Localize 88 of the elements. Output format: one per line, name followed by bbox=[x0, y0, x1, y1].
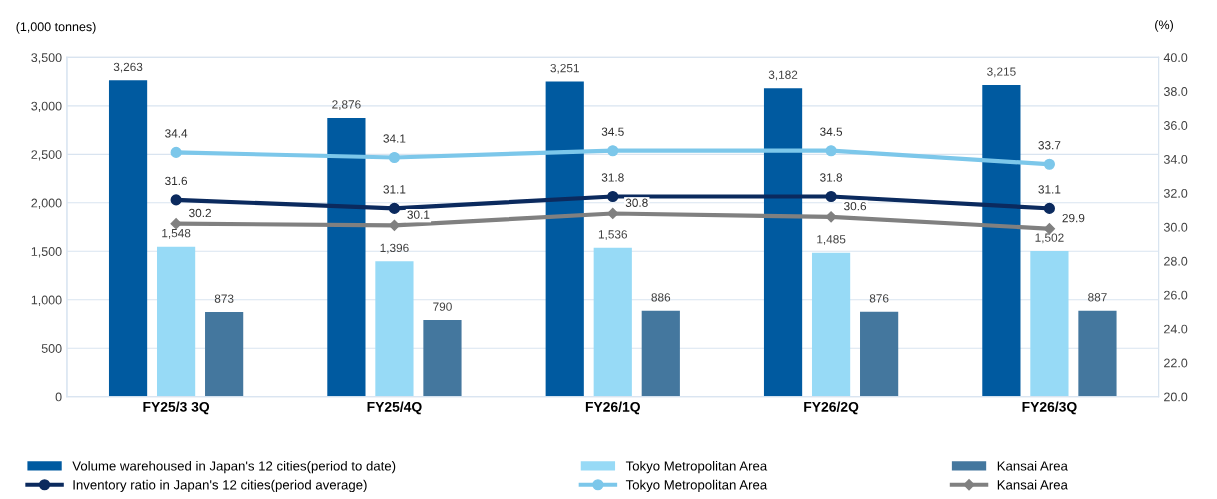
data-label: 3,215 bbox=[987, 67, 1016, 78]
point bbox=[825, 145, 837, 157]
point bbox=[170, 218, 182, 230]
bar bbox=[763, 88, 803, 397]
bar bbox=[327, 117, 366, 397]
bar bbox=[1078, 310, 1117, 397]
y2-tick-label: 22.0 bbox=[1164, 358, 1188, 368]
y-axis-title: (1,000 tonnes) bbox=[16, 21, 96, 34]
point bbox=[607, 145, 619, 157]
bar bbox=[982, 85, 1021, 397]
y2-tick-label: 38.0 bbox=[1163, 87, 1188, 96]
y2-axis-title: (%) bbox=[1155, 20, 1173, 32]
data-label: 30.6 bbox=[844, 202, 867, 211]
x-tick-label: FY26/1Q bbox=[585, 401, 640, 415]
y-tick-label: 2,500 bbox=[31, 150, 62, 161]
data-label: 31.6 bbox=[165, 176, 188, 186]
data-label: 3,251 bbox=[550, 63, 579, 74]
y-tick-label: 1,000 bbox=[31, 295, 62, 306]
data-label: 1,536 bbox=[598, 230, 628, 240]
data-label: 1,396 bbox=[380, 243, 409, 254]
data-label: 30.8 bbox=[625, 198, 648, 207]
bar bbox=[1030, 251, 1069, 397]
bar bbox=[545, 81, 584, 397]
point bbox=[1043, 158, 1055, 170]
data-label: 1,485 bbox=[817, 235, 846, 245]
y2-tick-label: 28.0 bbox=[1164, 256, 1188, 266]
data-label: 2,876 bbox=[332, 100, 361, 110]
data-label: 3,263 bbox=[113, 62, 143, 73]
legend-label: Tokyo Metropolitan Area bbox=[625, 460, 768, 474]
data-label: 31.1 bbox=[1038, 185, 1061, 194]
y-tick-label: 3,500 bbox=[31, 53, 62, 64]
point bbox=[388, 202, 400, 214]
bar bbox=[860, 311, 899, 397]
legend-label: Tokyo Metropolitan Area bbox=[625, 479, 768, 493]
data-label: 30.1 bbox=[407, 210, 430, 219]
data-label: 790 bbox=[433, 302, 452, 311]
data-label: 31.8 bbox=[820, 173, 843, 182]
data-label: 31.1 bbox=[383, 185, 406, 194]
data-label: 887 bbox=[1088, 293, 1107, 302]
data-label: 31.8 bbox=[601, 173, 624, 182]
data-label: 34.5 bbox=[820, 127, 843, 136]
point bbox=[825, 190, 837, 203]
y2-tick-label: 32.0 bbox=[1163, 188, 1188, 198]
data-label: 34.4 bbox=[165, 129, 188, 138]
point bbox=[1043, 202, 1055, 214]
y-tick-label: 2,000 bbox=[31, 198, 62, 209]
bar bbox=[205, 312, 244, 397]
bar bbox=[375, 261, 414, 397]
y2-tick-label: 36.0 bbox=[1163, 121, 1188, 130]
data-label: 876 bbox=[869, 294, 889, 303]
legend-label: Inventory ratio in Japan's 12 cities(period average) bbox=[73, 479, 367, 493]
legend-label: Kansai Area bbox=[997, 460, 1068, 471]
data-label: 3,182 bbox=[768, 70, 798, 81]
x-tick-label: FY25/4Q bbox=[367, 401, 422, 415]
data-label: 1,502 bbox=[1035, 233, 1064, 244]
y2-tick-label: 20.0 bbox=[1164, 392, 1188, 402]
data-label: 34.1 bbox=[383, 134, 406, 143]
x-tick-label: FY25/3 3Q bbox=[143, 401, 210, 415]
y2-tick-label: 24.0 bbox=[1164, 324, 1188, 334]
data-label: 34.5 bbox=[601, 127, 624, 136]
legend-label: Volume warehoused in Japan's 12 cities(period to date) bbox=[72, 460, 396, 474]
point bbox=[607, 190, 619, 203]
point bbox=[170, 194, 182, 206]
x-tick-label: FY26/3Q bbox=[1022, 401, 1077, 415]
legend-label: Kansai Area bbox=[997, 479, 1068, 490]
data-label: 873 bbox=[214, 294, 234, 303]
y2-tick-label: 30.0 bbox=[1163, 222, 1188, 232]
data-label: 29.9 bbox=[1062, 213, 1085, 223]
y-tick-label: 500 bbox=[41, 344, 62, 353]
y-tick-label: 1,500 bbox=[31, 247, 62, 258]
point bbox=[170, 146, 182, 158]
data-label: 886 bbox=[651, 293, 671, 302]
y2-tick-label: 26.0 bbox=[1164, 290, 1188, 300]
y-tick-label: 0 bbox=[55, 392, 62, 402]
bar bbox=[641, 310, 680, 397]
x-tick-label: FY26/2Q bbox=[804, 401, 859, 415]
data-label: 33.7 bbox=[1038, 141, 1061, 150]
data-label: 30.2 bbox=[189, 208, 211, 218]
bar bbox=[108, 80, 148, 397]
point bbox=[388, 151, 400, 164]
y2-tick-label: 40.0 bbox=[1163, 53, 1188, 63]
y2-tick-label: 34.0 bbox=[1163, 154, 1188, 164]
bar bbox=[593, 247, 632, 397]
bar bbox=[811, 252, 851, 397]
y-tick-label: 3,000 bbox=[31, 101, 62, 112]
bar bbox=[157, 246, 196, 397]
bar bbox=[423, 320, 462, 397]
data-label: 1,548 bbox=[162, 228, 191, 239]
